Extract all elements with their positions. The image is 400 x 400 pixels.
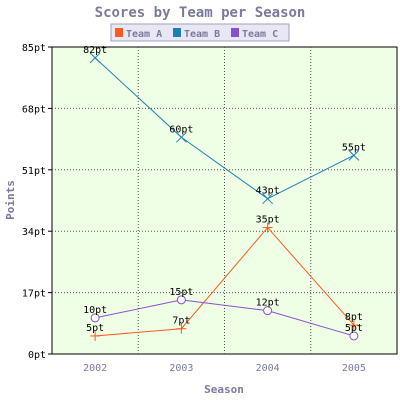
data-label: 60pt bbox=[169, 124, 193, 135]
legend-swatch bbox=[173, 28, 181, 37]
data-label: 8pt bbox=[345, 312, 363, 323]
y-axis-ticks: 0pt 17pt 34pt 51pt 68pt 85pt bbox=[22, 43, 52, 361]
series-line bbox=[95, 226, 355, 337]
data-label: 35pt bbox=[256, 215, 280, 226]
legend-entry: Team C bbox=[242, 29, 278, 40]
y-tick-label: 51pt bbox=[22, 166, 46, 177]
data-label: 12pt bbox=[256, 298, 280, 309]
data-label: 7pt bbox=[172, 316, 190, 327]
y-tick-label: 85pt bbox=[22, 43, 46, 54]
x-tick-label: 2004 bbox=[256, 363, 280, 374]
series-layer bbox=[89, 52, 360, 341]
data-label: 43pt bbox=[256, 186, 280, 197]
legend: Team A Team B Team C bbox=[110, 23, 290, 42]
x-tick-label: 2002 bbox=[83, 363, 107, 374]
data-label: 15pt bbox=[169, 287, 193, 298]
legend-swatch bbox=[231, 28, 239, 37]
data-point-cross-marker bbox=[89, 52, 101, 64]
legend-entry: Team B bbox=[184, 29, 220, 40]
data-point-circle-marker bbox=[90, 313, 100, 323]
series-line bbox=[94, 57, 355, 200]
data-point-cross-marker bbox=[262, 193, 273, 205]
legend-entry: Team A bbox=[126, 29, 162, 40]
data-label: 55pt bbox=[342, 142, 366, 153]
data-labels: 5pt 7pt 35pt 8pt 82pt 60pt 43pt 55pt 10pt 15pt 12p… bbox=[83, 45, 366, 334]
data-point-plus-marker bbox=[90, 330, 101, 341]
data-label: 10pt bbox=[83, 305, 107, 316]
y-axis-title: Points bbox=[4, 180, 17, 220]
y-tick-label: 0pt bbox=[28, 350, 46, 361]
data-label: 5pt bbox=[345, 323, 363, 334]
data-point-cross-marker bbox=[176, 131, 187, 143]
y-tick-label: 34pt bbox=[22, 227, 46, 238]
chart-title: Scores by Team per Season bbox=[95, 5, 306, 21]
series-line bbox=[95, 299, 355, 337]
x-axis-ticks: 2002 2003 2004 2005 bbox=[83, 363, 366, 374]
y-tick-label: 17pt bbox=[22, 289, 46, 300]
data-point-plus-marker bbox=[348, 320, 359, 331]
data-point-circle-marker bbox=[176, 295, 186, 305]
y-tick-label: 68pt bbox=[22, 104, 46, 115]
data-label: 5pt bbox=[86, 323, 104, 334]
data-point-cross-marker bbox=[348, 149, 360, 161]
x-tick-label: 2005 bbox=[342, 363, 366, 374]
x-axis-title: Season bbox=[204, 383, 244, 396]
data-point-plus-marker bbox=[262, 222, 273, 233]
legend-swatch bbox=[115, 28, 123, 37]
x-tick-label: 2003 bbox=[169, 363, 193, 374]
data-point-circle-marker bbox=[263, 306, 273, 316]
data-point-circle-marker bbox=[349, 331, 359, 341]
legend-box bbox=[110, 23, 290, 42]
data-label: 82pt bbox=[83, 45, 107, 56]
data-point-plus-marker bbox=[176, 323, 187, 334]
